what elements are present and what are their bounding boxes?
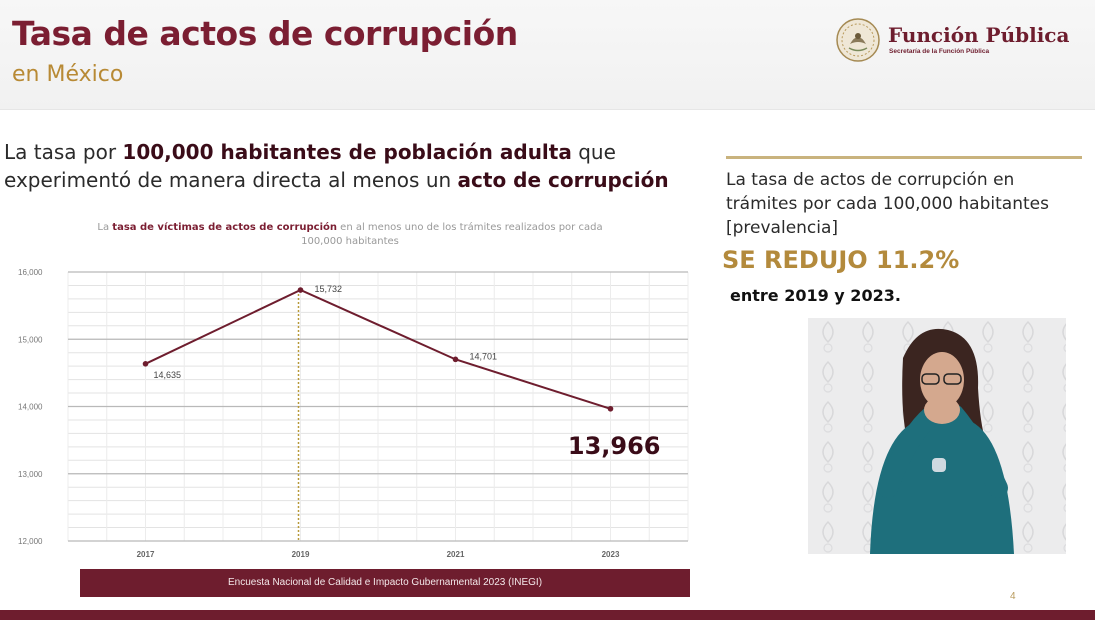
- data-point: [142, 360, 149, 367]
- data-label: 14,635: [154, 370, 182, 380]
- chart-title-bold: tasa de víctimas de actos de corrupción: [112, 222, 337, 233]
- description-text: La tasa por 100,000 habitantes de poblac…: [4, 138, 704, 194]
- data-point: [452, 356, 459, 363]
- chart-title: La tasa de víctimas de actos de corrupci…: [90, 221, 610, 249]
- x-tick-label: 2019: [292, 550, 310, 559]
- source-bar: Encuesta Nacional de Calidad e Impacto G…: [80, 569, 690, 597]
- data-label: 14,701: [470, 351, 498, 361]
- x-tick-label: 2023: [602, 550, 620, 559]
- series-line: [145, 288, 611, 410]
- description-bold: 100,000 habitantes de población adulta: [122, 140, 572, 164]
- page-number: 4: [1010, 591, 1016, 602]
- header: Tasa de actos de corrupción en México Fu…: [0, 0, 1095, 110]
- footer-bar: [0, 610, 1095, 620]
- y-tick-label: 14,000: [18, 403, 43, 412]
- y-tick-label: 13,000: [18, 470, 43, 479]
- description-bold: acto de corrupción: [457, 168, 669, 192]
- description-part: que experimentó de manera directa al men…: [4, 140, 616, 192]
- highlight-value-label: 13,966: [568, 432, 661, 460]
- description-part: La tasa por: [4, 140, 123, 164]
- panel-highlight: SE REDUJO 11.2%: [722, 246, 960, 274]
- page-subtitle: en México: [12, 62, 124, 87]
- panel-note: entre 2019 y 2023.: [730, 286, 901, 305]
- coat-of-arms-logo: [836, 18, 880, 62]
- chart-title-part: La: [97, 222, 113, 233]
- y-tick-label: 16,000: [18, 268, 43, 277]
- data-point: [297, 287, 304, 293]
- y-tick-label: 15,000: [18, 335, 43, 344]
- data-point: [607, 405, 614, 412]
- panel-text: La tasa de actos de corrupción en trámit…: [726, 170, 1049, 238]
- logo-subtitle: Secretaría de la Función Pública: [889, 48, 990, 55]
- line-chart: 12,000 13,000 14,000 15,000 16,000 14,635 15,7…: [18, 268, 689, 559]
- logo-name: Función Pública: [888, 23, 1070, 47]
- x-tick-label: 2021: [447, 550, 465, 559]
- panel-divider: [726, 156, 1082, 159]
- x-tick-label: 2017: [137, 550, 155, 559]
- data-label: 15,732: [315, 284, 343, 294]
- y-tick-label: 12,000: [18, 537, 43, 546]
- sign-language-interpreter-video: [808, 318, 1066, 554]
- page-title: Tasa de actos de corrupción: [12, 14, 518, 53]
- chart-title-part: en al menos uno de los trámites realizad…: [301, 222, 603, 247]
- interpreter-image: [808, 318, 1066, 554]
